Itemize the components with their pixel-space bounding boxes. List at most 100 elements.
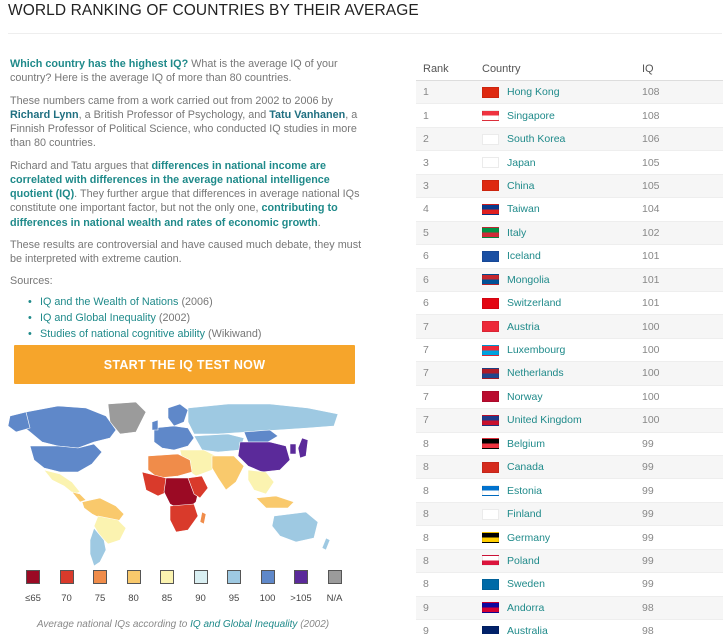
country-link[interactable]: Hong Kong xyxy=(507,86,560,99)
map-region-madagascar xyxy=(199,511,207,525)
highlight-income-correlation: differences in national income are corre… xyxy=(10,159,330,201)
intro-text-2c: , a Finnish Professor of Political Scien… xyxy=(10,108,358,150)
page-title: WORLD RANKING OF COUNTRIES BY THEIR AVER… xyxy=(8,2,419,19)
country-cell: Australia xyxy=(482,625,640,634)
intro-text-3b: . They further argue that differences in… xyxy=(10,188,360,215)
country-link[interactable]: Taiwan xyxy=(507,203,540,216)
rank-cell: 8 xyxy=(423,531,429,544)
source-item: IQ and Global Inequality (2002) xyxy=(28,311,365,326)
rank-cell: 6 xyxy=(423,273,429,286)
iq-cell: 100 xyxy=(642,344,660,357)
rank-cell: 3 xyxy=(423,156,429,169)
map-region-mongolia xyxy=(243,429,279,443)
country-link[interactable]: Austria xyxy=(507,320,540,333)
rank-cell: 8 xyxy=(423,437,429,450)
table-row: 7 Norway 100 xyxy=(416,386,723,410)
flag-icon xyxy=(482,555,499,567)
country-cell: Norway xyxy=(482,391,640,403)
flag-icon xyxy=(482,485,499,497)
source-link-cognitive-ability[interactable]: Studies of national cognitive ability xyxy=(40,328,206,340)
country-link[interactable]: Belgium xyxy=(507,437,545,450)
flag-icon xyxy=(482,602,499,614)
table-row: 8 Belgium 99 xyxy=(416,433,723,456)
country-link[interactable]: Luxembourg xyxy=(507,344,566,357)
map-region-southern-africa xyxy=(169,503,199,533)
table-row: 9 Australia 98 xyxy=(416,620,723,634)
intro-text-3a: Richard and Tatu argues that xyxy=(10,159,152,172)
country-link[interactable]: China xyxy=(507,179,535,192)
source-link-global-inequality[interactable]: IQ and Global Inequality xyxy=(40,311,156,324)
flag-icon xyxy=(482,367,499,379)
map-legend: ≤65 70 75 80 85 90 95 100 >105 N/A xyxy=(18,570,358,610)
iq-cell: 108 xyxy=(642,86,660,99)
country-link[interactable]: United Kingdom xyxy=(507,414,582,427)
intro-text-2a: These numbers came from a work carried o… xyxy=(10,94,333,107)
country-link[interactable]: Germany xyxy=(507,531,551,544)
country-link[interactable]: Netherlands xyxy=(507,367,564,380)
table-row: 6 Iceland 101 xyxy=(416,245,723,269)
country-link[interactable]: Australia xyxy=(507,625,548,634)
column-header-country[interactable]: Country xyxy=(482,62,521,75)
country-link[interactable]: Mongolia xyxy=(507,273,550,286)
rank-cell: 9 xyxy=(423,601,429,614)
country-cell: Taiwan xyxy=(482,203,640,215)
iq-cell: 108 xyxy=(642,109,660,122)
map-region-indonesia xyxy=(255,495,295,509)
country-cell: Japan xyxy=(482,157,640,169)
country-link[interactable]: Estonia xyxy=(507,484,543,497)
legend-swatch xyxy=(93,570,107,584)
iq-cell: 101 xyxy=(642,297,660,310)
iq-cell: 104 xyxy=(642,203,660,216)
country-cell: Iceland xyxy=(482,250,640,262)
legend-label: ≤65 xyxy=(25,593,41,604)
iq-cell: 99 xyxy=(642,578,654,591)
country-link[interactable]: Sweden xyxy=(507,578,545,591)
flag-icon xyxy=(482,438,499,450)
map-region-usa xyxy=(29,443,103,473)
country-link[interactable]: Singapore xyxy=(507,109,555,122)
intro-paragraph-1: Which country has the highest IQ? What i… xyxy=(10,57,365,86)
flag-icon xyxy=(482,625,499,634)
source-link-wealth-of-nations[interactable]: IQ and the Wealth of Nations xyxy=(40,295,179,308)
rank-cell: 3 xyxy=(423,179,429,192)
legend-item: 95 xyxy=(219,570,249,604)
flag-icon xyxy=(482,321,499,333)
country-cell: Canada xyxy=(482,461,640,473)
country-link[interactable]: Iceland xyxy=(507,250,541,263)
country-cell: Singapore xyxy=(482,110,640,122)
rank-cell: 1 xyxy=(423,109,429,122)
legend-swatch xyxy=(126,570,141,584)
country-link[interactable]: Norway xyxy=(507,390,543,403)
legend-swatch xyxy=(294,570,308,584)
country-link[interactable]: Italy xyxy=(507,226,527,239)
intro-text-1: What is the average IQ of your country? … xyxy=(10,58,338,85)
map-region-central-america xyxy=(71,491,87,503)
country-link[interactable]: Canada xyxy=(507,461,544,474)
country-link[interactable]: South Korea xyxy=(507,133,566,146)
sources-list: IQ and the Wealth of Nations (2006) IQ a… xyxy=(28,295,365,342)
country-link[interactable]: Poland xyxy=(507,554,540,567)
caption-source-link[interactable]: IQ and Global Inequality xyxy=(190,619,298,630)
column-header-iq[interactable]: IQ xyxy=(642,62,654,75)
iq-cell: 99 xyxy=(642,508,654,521)
rank-cell: 9 xyxy=(423,625,429,634)
country-link[interactable]: Japan xyxy=(507,156,536,169)
legend-label: N/A xyxy=(326,593,343,604)
country-link[interactable]: Finland xyxy=(507,508,542,521)
country-cell: Italy xyxy=(482,227,640,239)
map-caption: Average national IQs according to IQ and… xyxy=(8,619,358,630)
flag-icon xyxy=(482,344,499,356)
rank-cell: 7 xyxy=(423,367,429,380)
country-link[interactable]: Andorra xyxy=(507,601,545,614)
flag-icon xyxy=(482,532,499,544)
column-header-rank[interactable]: Rank xyxy=(423,62,449,75)
iq-cell: 100 xyxy=(642,320,660,333)
map-region-russia xyxy=(187,403,339,435)
country-link[interactable]: Switzerland xyxy=(507,297,562,310)
start-iq-test-button[interactable]: START THE IQ TEST NOW xyxy=(14,345,355,384)
country-cell: China xyxy=(482,180,640,192)
legend-item: >105 xyxy=(286,570,316,604)
source-year: (2002) xyxy=(155,311,191,324)
legend-item: 85 xyxy=(152,570,182,604)
legend-item: ≤65 xyxy=(18,570,48,604)
